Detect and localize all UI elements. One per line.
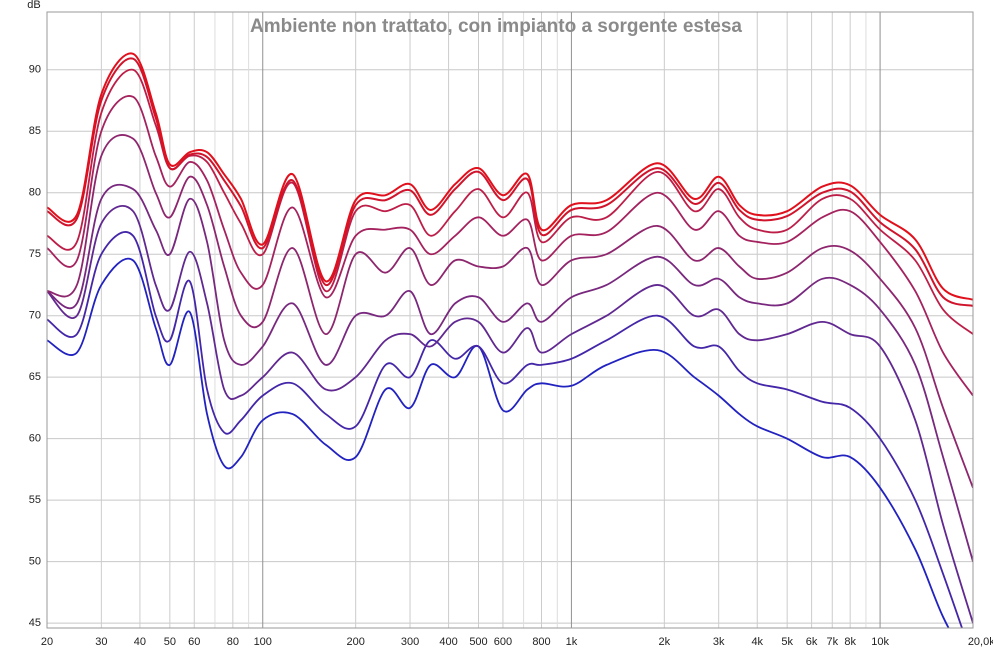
x-tick-label: 30 [95, 636, 107, 648]
x-tick-label: 20,0kHz [968, 636, 993, 648]
series-line [47, 95, 973, 397]
x-tick-label: 8k [844, 636, 856, 648]
x-tick-label: 20 [41, 636, 53, 648]
series-line [47, 257, 950, 628]
y-tick-label: 55 [29, 494, 41, 506]
chart-title: Ambiente non trattato, con impianto a so… [250, 16, 742, 37]
x-tick-label: 80 [227, 636, 239, 648]
y-tick-label: 85 [29, 125, 41, 137]
x-tick-label: 600 [494, 636, 512, 648]
x-tick-label: 50 [164, 636, 176, 648]
x-tick-label: 100 [254, 636, 272, 648]
x-tick-label: 7k [826, 636, 838, 648]
y-tick-label: 65 [29, 371, 41, 383]
x-tick-label: 10k [871, 636, 889, 648]
x-tick-label: 5k [781, 636, 793, 648]
series-line [47, 57, 973, 307]
y-tick-label: 75 [29, 248, 41, 260]
x-tick-label: 4k [751, 636, 763, 648]
y-tick-label: 45 [29, 617, 41, 629]
x-tick-label: 3k [713, 636, 725, 648]
y-tick-label: 70 [29, 310, 41, 322]
x-tick-label: 400 [439, 636, 457, 648]
plot-frame [46, 11, 974, 629]
series-line [47, 134, 973, 489]
series-line [47, 52, 973, 301]
y-tick-label: 50 [29, 556, 41, 568]
x-tick-label: 60 [188, 636, 200, 648]
y-tick-label: 90 [29, 64, 41, 76]
series-line [47, 231, 963, 628]
x-tick-label: 6k [806, 636, 818, 648]
x-tick-label: 2k [659, 636, 671, 648]
series-line [47, 183, 973, 562]
y-tick-label: 80 [29, 187, 41, 199]
labels: 45 50 55 60 65 70 75 80 85 90 20 30 40 50 60 80 100 200 30… [29, 64, 993, 648]
x-tick-label: 500 [469, 636, 487, 648]
series-line [47, 205, 973, 624]
x-tick-label: 300 [401, 636, 419, 648]
x-tick-label: 200 [346, 636, 364, 648]
y-tick-label: 60 [29, 433, 41, 445]
y-axis-label: dB [27, 0, 40, 11]
x-tick-label: 800 [532, 636, 550, 648]
lines [47, 52, 973, 628]
x-tick-label: 40 [134, 636, 146, 648]
x-tick-label: 1k [566, 636, 578, 648]
